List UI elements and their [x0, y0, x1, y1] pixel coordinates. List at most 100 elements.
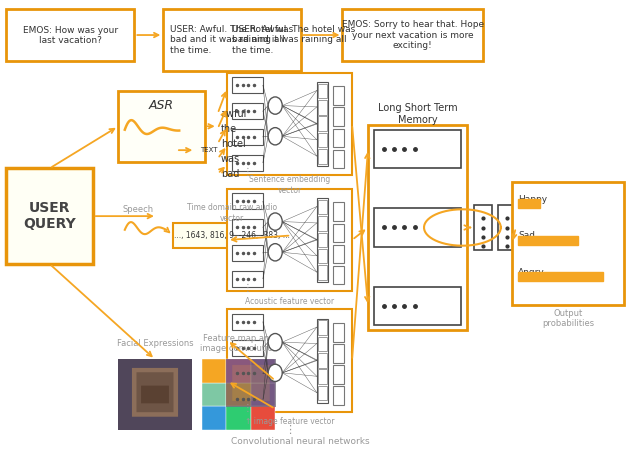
FancyBboxPatch shape — [227, 189, 352, 291]
FancyBboxPatch shape — [333, 107, 344, 126]
FancyBboxPatch shape — [318, 233, 327, 247]
FancyBboxPatch shape — [318, 265, 327, 280]
FancyBboxPatch shape — [498, 205, 516, 250]
FancyBboxPatch shape — [333, 223, 344, 242]
Text: Output
probabilities: Output probabilities — [542, 309, 594, 328]
FancyBboxPatch shape — [318, 216, 327, 231]
Text: ⋮: ⋮ — [243, 283, 253, 293]
FancyBboxPatch shape — [318, 386, 327, 400]
FancyBboxPatch shape — [6, 9, 134, 61]
FancyBboxPatch shape — [317, 198, 328, 282]
FancyBboxPatch shape — [518, 199, 540, 208]
Text: Acoustic feature vector: Acoustic feature vector — [245, 297, 334, 306]
FancyBboxPatch shape — [318, 116, 327, 131]
FancyBboxPatch shape — [232, 340, 263, 356]
FancyBboxPatch shape — [318, 249, 327, 263]
Text: Facial Expressions: Facial Expressions — [117, 339, 194, 348]
Ellipse shape — [268, 97, 282, 114]
FancyBboxPatch shape — [333, 128, 344, 147]
Text: was: was — [221, 154, 240, 164]
Text: bad: bad — [221, 169, 239, 179]
FancyBboxPatch shape — [202, 359, 226, 383]
Text: ASR: ASR — [149, 99, 174, 111]
Text: Convolutional neural networks: Convolutional neural networks — [232, 437, 370, 446]
FancyBboxPatch shape — [374, 208, 461, 247]
FancyBboxPatch shape — [318, 200, 327, 214]
FancyBboxPatch shape — [318, 353, 327, 368]
FancyBboxPatch shape — [318, 149, 327, 164]
FancyBboxPatch shape — [251, 359, 275, 383]
Text: Angry: Angry — [518, 268, 545, 277]
FancyBboxPatch shape — [251, 383, 275, 406]
FancyBboxPatch shape — [232, 219, 263, 235]
FancyBboxPatch shape — [173, 223, 291, 248]
FancyBboxPatch shape — [318, 133, 327, 147]
FancyBboxPatch shape — [318, 84, 327, 98]
FancyBboxPatch shape — [227, 309, 352, 412]
FancyBboxPatch shape — [333, 344, 344, 363]
FancyBboxPatch shape — [118, 91, 205, 162]
Text: ⋮: ⋮ — [284, 425, 295, 435]
Text: Long Short Term
Memory: Long Short Term Memory — [378, 103, 458, 125]
FancyBboxPatch shape — [333, 150, 344, 168]
FancyBboxPatch shape — [232, 193, 263, 209]
FancyBboxPatch shape — [512, 182, 624, 305]
Ellipse shape — [268, 334, 282, 351]
Text: EMOS: Sorry to hear that. Hope
your next vacation is more
exciting!: EMOS: Sorry to hear that. Hope your next… — [342, 20, 484, 50]
Text: ⋮: ⋮ — [243, 403, 253, 413]
Ellipse shape — [268, 213, 282, 230]
Text: ⋮: ⋮ — [243, 167, 253, 177]
FancyBboxPatch shape — [202, 406, 226, 430]
Text: Sad: Sad — [518, 231, 536, 240]
FancyBboxPatch shape — [374, 287, 461, 325]
Text: EMOS: How was your
last vacation?: EMOS: How was your last vacation? — [23, 25, 118, 45]
FancyBboxPatch shape — [368, 125, 467, 330]
FancyBboxPatch shape — [232, 155, 263, 171]
FancyBboxPatch shape — [342, 9, 483, 61]
FancyBboxPatch shape — [232, 245, 263, 261]
FancyBboxPatch shape — [333, 323, 344, 342]
FancyBboxPatch shape — [333, 86, 344, 105]
FancyBboxPatch shape — [232, 314, 263, 330]
Text: TEXT: TEXT — [200, 147, 217, 153]
Text: USER
QUERY: USER QUERY — [23, 201, 76, 231]
FancyBboxPatch shape — [232, 271, 263, 287]
FancyBboxPatch shape — [232, 77, 263, 93]
Text: Happy: Happy — [518, 195, 548, 204]
Text: hotel: hotel — [221, 139, 246, 149]
FancyBboxPatch shape — [232, 365, 263, 381]
FancyBboxPatch shape — [318, 337, 327, 351]
FancyBboxPatch shape — [317, 82, 328, 166]
Text: awful: awful — [221, 109, 247, 119]
Text: USER: Awful. The hotel was
bad and it was raining all
the time.: USER: Awful. The hotel was bad and it wa… — [170, 25, 293, 55]
FancyBboxPatch shape — [318, 100, 327, 115]
Text: ↑ image feature vector: ↑ image feature vector — [245, 417, 334, 426]
FancyBboxPatch shape — [518, 236, 578, 245]
Ellipse shape — [268, 127, 282, 145]
FancyBboxPatch shape — [333, 245, 344, 263]
FancyBboxPatch shape — [226, 383, 251, 406]
Text: Time domain raw audio
vector: Time domain raw audio vector — [187, 203, 277, 222]
FancyBboxPatch shape — [318, 369, 327, 384]
FancyBboxPatch shape — [251, 406, 275, 430]
FancyBboxPatch shape — [232, 103, 263, 119]
FancyBboxPatch shape — [518, 272, 603, 281]
FancyBboxPatch shape — [333, 365, 344, 384]
FancyBboxPatch shape — [226, 406, 251, 430]
FancyBboxPatch shape — [474, 205, 492, 250]
FancyBboxPatch shape — [374, 130, 461, 168]
Text: Speech: Speech — [122, 205, 153, 214]
Text: ..., 1643, 816, 9, -246, -383, ...: ..., 1643, 816, 9, -246, -383, ... — [174, 231, 290, 240]
Text: Sentence embedding
vector: Sentence embedding vector — [249, 176, 330, 195]
FancyBboxPatch shape — [202, 383, 226, 406]
Text: the: the — [221, 124, 237, 134]
Ellipse shape — [268, 243, 282, 261]
FancyBboxPatch shape — [226, 359, 251, 383]
FancyBboxPatch shape — [333, 202, 344, 221]
Text: Feature map and
image convolution: Feature map and image convolution — [200, 334, 278, 353]
FancyBboxPatch shape — [317, 318, 328, 403]
FancyBboxPatch shape — [318, 320, 327, 335]
FancyBboxPatch shape — [6, 168, 93, 264]
FancyBboxPatch shape — [232, 391, 263, 407]
FancyBboxPatch shape — [232, 129, 263, 145]
